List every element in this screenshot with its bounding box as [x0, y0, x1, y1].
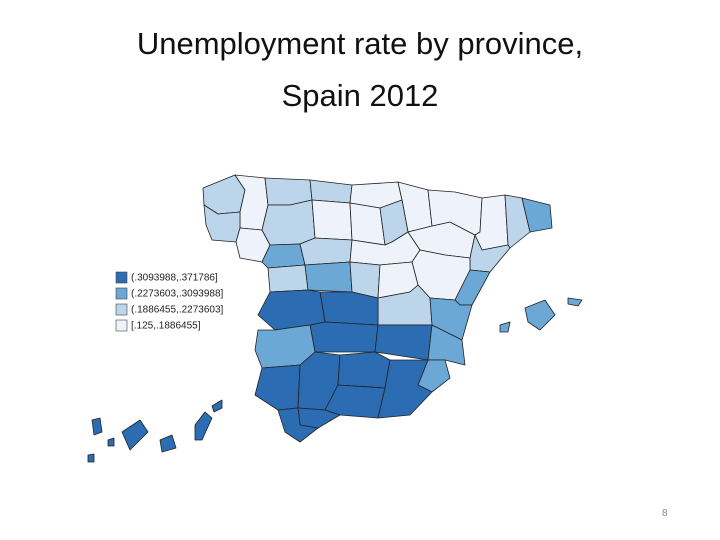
legend: (.3093988,.371786] (.2273603,.3093988] (.1… — [115, 271, 224, 332]
province — [254, 364, 301, 411]
province — [311, 199, 353, 241]
province — [299, 237, 353, 266]
province — [91, 417, 103, 436]
province — [261, 199, 316, 246]
province — [427, 324, 466, 366]
province — [194, 411, 213, 441]
legend-swatch — [115, 271, 128, 284]
province — [107, 437, 115, 447]
province — [264, 177, 313, 206]
province — [524, 299, 556, 331]
province — [261, 243, 306, 269]
legend-swatch — [115, 287, 128, 300]
province — [567, 297, 583, 307]
province — [499, 321, 511, 333]
legend-swatch — [115, 319, 128, 332]
province — [87, 453, 95, 463]
province — [521, 197, 553, 233]
province — [309, 321, 379, 353]
province — [267, 264, 309, 293]
provinces — [87, 174, 583, 463]
legend-label: (.3093988,.371786] — [131, 273, 218, 284]
legend-swatch — [115, 303, 128, 316]
province — [374, 324, 433, 361]
page-number: 8 — [662, 508, 668, 519]
province — [504, 194, 531, 249]
legend-label: [.125,.1886455] — [131, 321, 201, 332]
province — [349, 202, 386, 246]
legend-label: (.1886455,.2273603] — [131, 305, 224, 316]
province — [324, 384, 386, 419]
legend-label: (.2273603,.3093988] — [131, 289, 224, 300]
province — [309, 179, 353, 204]
province — [304, 261, 353, 293]
province — [257, 289, 326, 331]
province — [337, 351, 391, 389]
province — [121, 419, 149, 451]
province — [159, 434, 177, 453]
province — [377, 359, 433, 419]
province — [277, 407, 319, 443]
province — [319, 291, 379, 326]
slide-title: Unemployment rate by province, Spain 201… — [136, 26, 584, 113]
province — [211, 399, 223, 413]
